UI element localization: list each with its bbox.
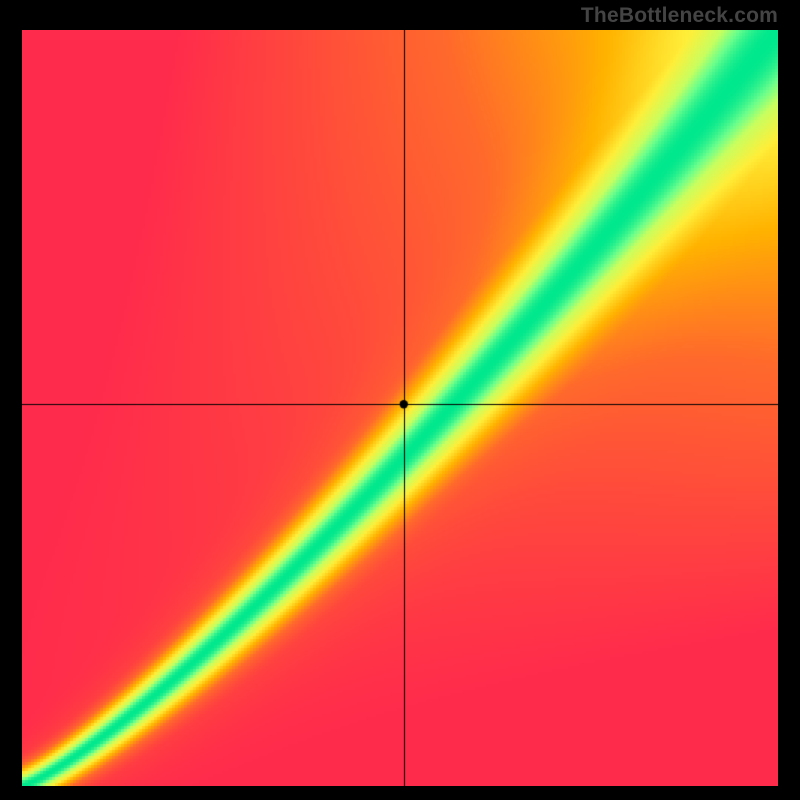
heatmap-canvas xyxy=(22,30,778,786)
watermark-text: TheBottleneck.com xyxy=(581,4,778,28)
plot-area xyxy=(22,30,778,786)
chart-frame: TheBottleneck.com xyxy=(0,0,800,800)
